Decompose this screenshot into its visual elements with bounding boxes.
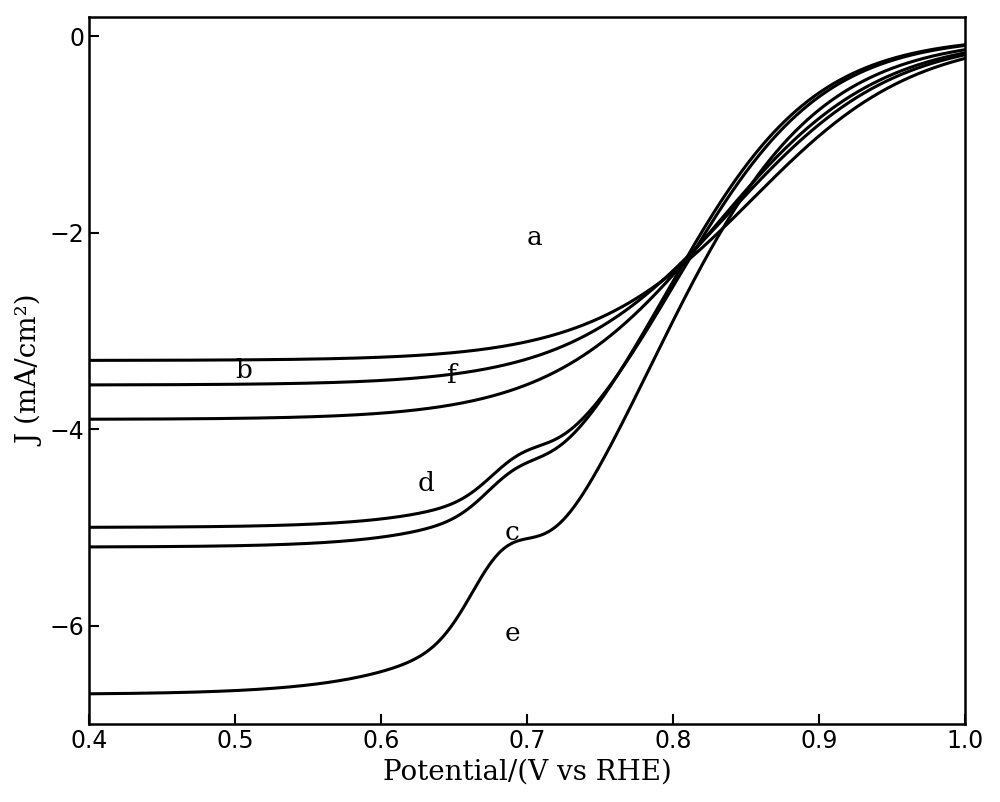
Text: d: d (418, 471, 434, 496)
X-axis label: Potential/(V vs RHE): Potential/(V vs RHE) (383, 759, 671, 785)
Text: e: e (505, 621, 521, 646)
Text: f: f (447, 363, 456, 387)
Text: b: b (235, 358, 252, 383)
Text: a: a (527, 225, 543, 250)
Text: c: c (505, 520, 520, 545)
Y-axis label: J (mA/cm²): J (mA/cm²) (17, 295, 44, 446)
